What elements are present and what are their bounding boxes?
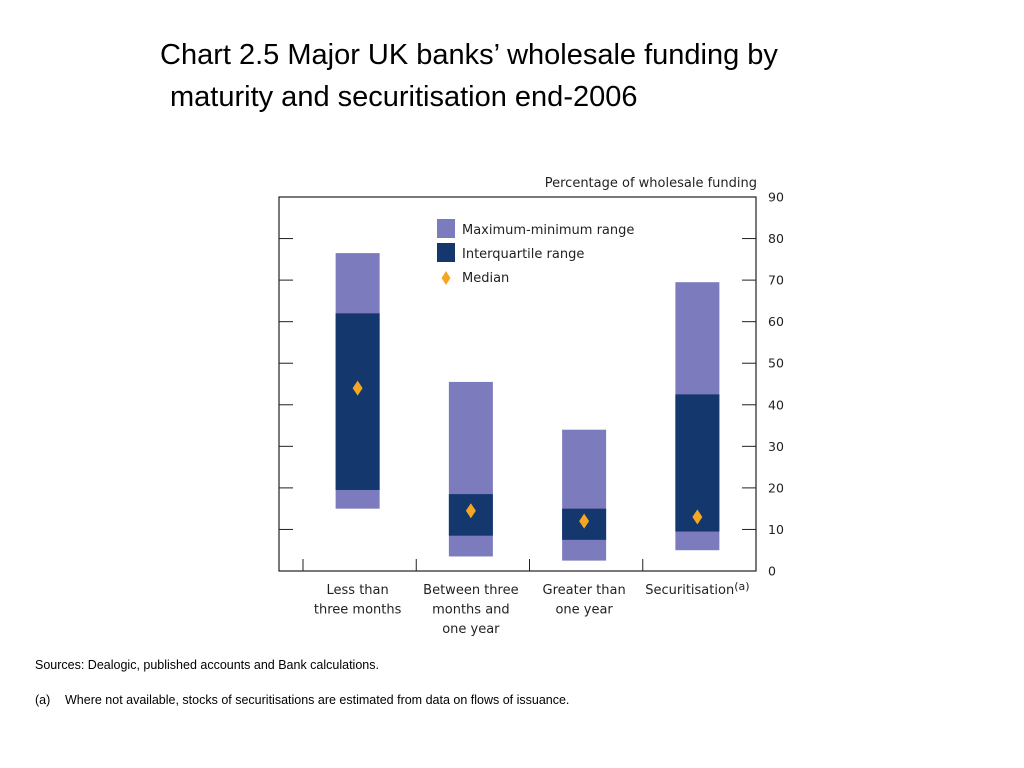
range-bar — [562, 429, 607, 561]
median-marker — [692, 509, 703, 525]
y-tick-label: 90 — [768, 190, 784, 205]
category-label: Securitisation(a) — [645, 580, 749, 598]
chart-title-line2: maturity and securitisation end-2006 — [170, 81, 638, 113]
y-tick-label: 0 — [768, 564, 776, 579]
y-tick-label: 40 — [768, 397, 784, 412]
category-label: three months — [314, 603, 402, 618]
category-label: Less than — [327, 583, 389, 598]
legend-swatch-range — [437, 219, 455, 238]
footnote-marker: (a) — [35, 693, 51, 707]
sources-note: Sources: Dealogic, published accounts an… — [35, 658, 379, 672]
y-tick-label: 50 — [768, 356, 784, 371]
y-tick-label: 30 — [768, 439, 784, 454]
y-tick-label: 10 — [768, 522, 784, 537]
y-tick-label: 20 — [768, 480, 784, 495]
interquartile-bar — [675, 394, 720, 532]
median-marker — [352, 380, 363, 396]
category-superscript: (a) — [734, 580, 749, 593]
category-label: Between three — [423, 583, 518, 598]
category-label: one year — [555, 603, 613, 618]
legend-label-range: Maximum-minimum range — [462, 223, 634, 238]
category-label: months and — [432, 603, 510, 618]
median-marker — [579, 513, 590, 529]
plot-frame — [278, 196, 757, 572]
y-tick-label: 60 — [768, 314, 784, 329]
interquartile-bar — [335, 313, 380, 490]
footnote-text: Where not available, stocks of securitis… — [65, 693, 570, 707]
median-marker — [465, 503, 476, 519]
chart-title: Chart 2.5 Major UK banks’ wholesale fund… — [160, 34, 960, 118]
legend-swatch-median — [441, 271, 451, 285]
legend-swatch-interquartile — [437, 243, 455, 262]
category-label: Greater than — [543, 583, 626, 598]
y-tick-label: 80 — [768, 231, 784, 246]
category-label: one year — [442, 622, 500, 637]
chart-title-line1: Chart 2.5 Major UK banks’ wholesale fund… — [160, 39, 778, 71]
legend-label-median: Median — [462, 271, 509, 286]
legend-label-interquartile: Interquartile range — [462, 247, 584, 262]
footnote: (a) Where not available, stocks of securi… — [35, 693, 569, 707]
y-axis-label: Percentage of wholesale funding — [545, 176, 757, 191]
y-tick-label: 70 — [768, 273, 784, 288]
